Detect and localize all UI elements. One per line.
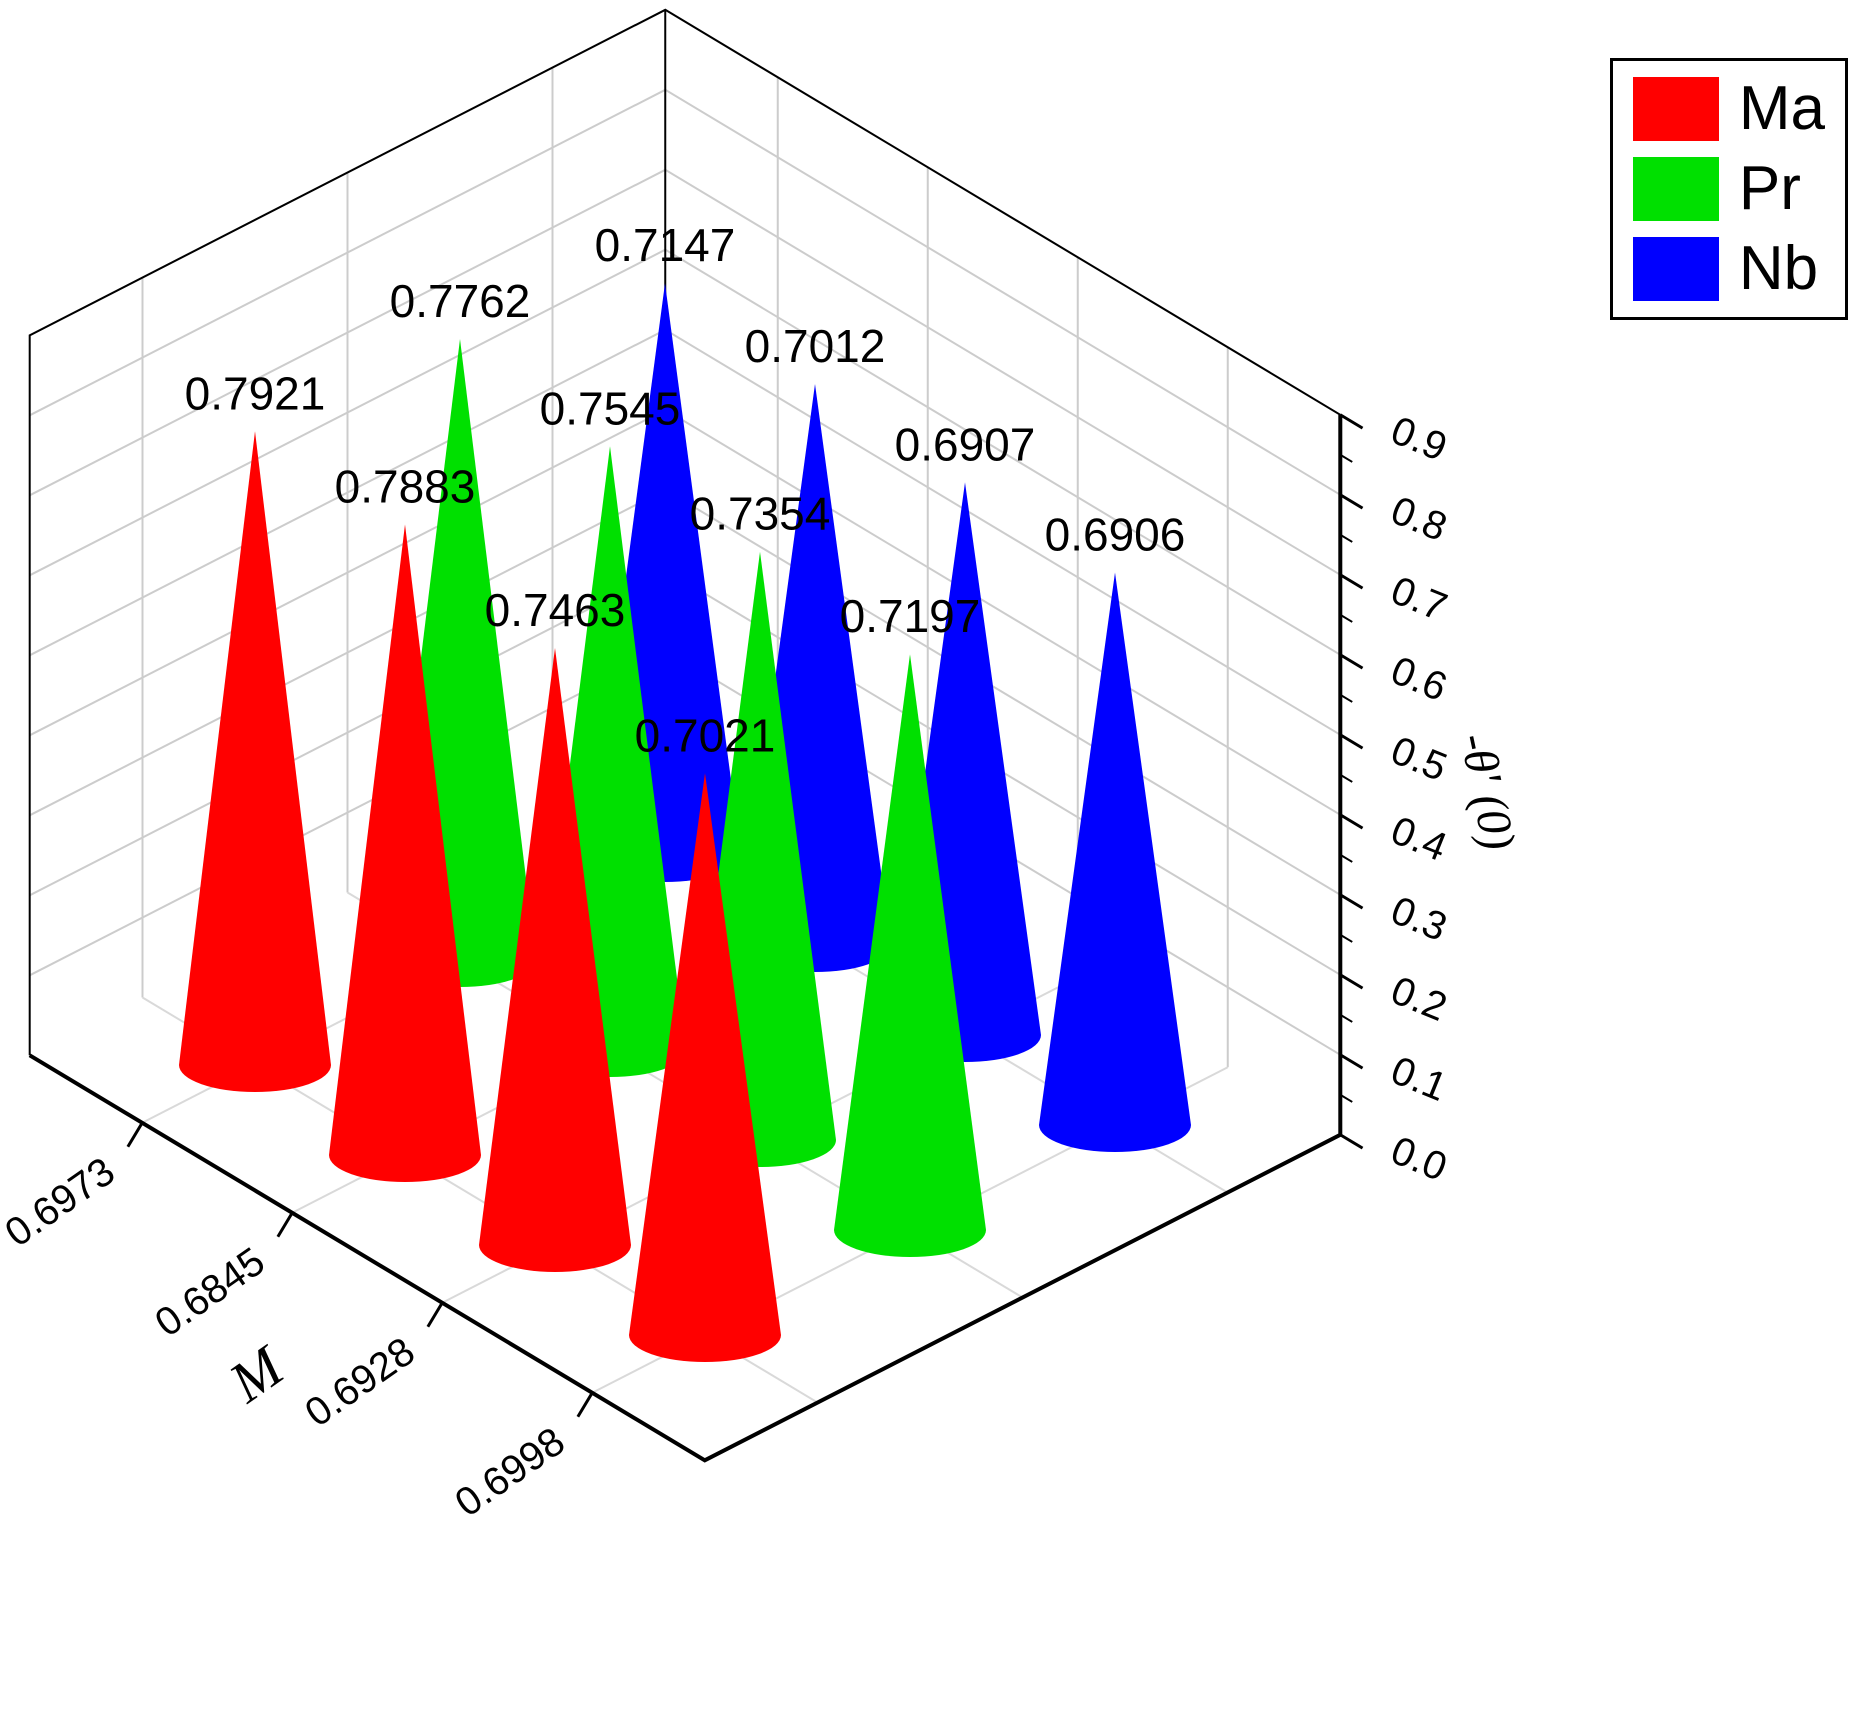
z-tick-label: 0.6 — [1385, 648, 1453, 710]
value-label: 0.7012 — [745, 320, 886, 372]
m-tick-label: 0.6973 — [0, 1149, 123, 1255]
z-tick-label: 0.7 — [1385, 568, 1453, 630]
m-tick — [276, 1211, 294, 1238]
x-axis-title: M — [217, 1332, 297, 1415]
value-label: 0.7197 — [840, 590, 981, 642]
cone-ma — [179, 431, 331, 1092]
cone-ma — [479, 648, 631, 1272]
legend-swatch — [1632, 237, 1719, 301]
z-tick-label: 0.9 — [1385, 408, 1453, 470]
z-tick-label: 0.4 — [1385, 808, 1453, 870]
z-tick — [1339, 573, 1364, 590]
cone-ma — [329, 524, 481, 1182]
value-label: 0.7147 — [595, 219, 736, 271]
legend-swatch — [1632, 157, 1719, 221]
z-minor-tick — [1339, 533, 1353, 543]
value-label: 0.7463 — [485, 584, 626, 636]
z-minor-tick — [1339, 933, 1353, 943]
z-minor-tick — [1339, 773, 1353, 783]
z-minor-tick — [1339, 1013, 1353, 1023]
z-axis-title: -θ' (0) — [1449, 728, 1525, 854]
legend: Ma Pr Nb — [1609, 58, 1848, 320]
value-label: 0.7762 — [390, 275, 531, 327]
value-label: 0.7921 — [185, 367, 326, 419]
z-tick — [1339, 893, 1364, 910]
value-label: 0.6907 — [895, 418, 1036, 470]
z-tick — [1339, 413, 1364, 430]
legend-swatch — [1632, 77, 1719, 141]
cone-nb — [1039, 572, 1191, 1152]
z-tick — [1339, 1053, 1364, 1070]
z-minor-tick — [1339, 853, 1353, 863]
legend-item: Nb — [1632, 234, 1825, 303]
z-tick-label: 0.3 — [1385, 888, 1453, 950]
z-minor-tick — [1339, 693, 1353, 703]
z-tick-label: 0.8 — [1385, 488, 1453, 550]
legend-label: Pr — [1738, 154, 1801, 223]
z-tick-label: 0.2 — [1385, 968, 1453, 1030]
value-label: 0.7545 — [540, 382, 681, 434]
legend-item: Ma — [1632, 74, 1825, 143]
z-tick — [1339, 813, 1364, 830]
z-tick-label: 0.5 — [1385, 728, 1453, 790]
value-label: 0.7883 — [335, 460, 476, 512]
z-tick — [1339, 733, 1364, 750]
cone-ma — [629, 773, 781, 1362]
z-minor-tick — [1339, 453, 1353, 463]
z-tick-label: 0.1 — [1385, 1048, 1453, 1110]
m-tick-label: 0.6845 — [147, 1239, 272, 1345]
z-tick — [1339, 1133, 1364, 1150]
z-tick — [1339, 653, 1364, 670]
z-tick — [1339, 493, 1364, 510]
frame-edge — [28, 8, 1341, 1056]
value-label: 0.7354 — [690, 488, 831, 540]
legend-label: Nb — [1738, 234, 1819, 303]
z-minor-tick — [1339, 1093, 1353, 1103]
value-label: 0.7021 — [635, 709, 776, 761]
m-tick — [426, 1301, 444, 1328]
z-minor-tick — [1339, 613, 1353, 623]
cone-pr — [834, 654, 986, 1257]
z-tick — [1339, 973, 1364, 990]
m-tick — [576, 1391, 594, 1418]
m-tick-label: 0.6928 — [297, 1329, 422, 1435]
z-tick-label: 0.0 — [1385, 1128, 1453, 1190]
m-tick — [126, 1121, 144, 1148]
legend-item: Pr — [1632, 154, 1825, 223]
legend-label: Ma — [1738, 74, 1825, 143]
m-tick-label: 0.6998 — [447, 1419, 572, 1525]
value-label: 0.6906 — [1045, 509, 1186, 561]
right-wall — [665, 9, 1341, 1135]
